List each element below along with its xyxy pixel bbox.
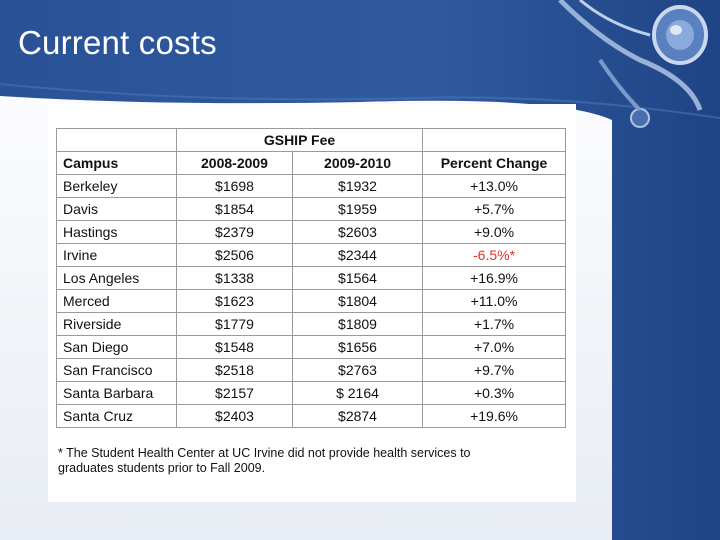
table-row: Santa Cruz $2403 $2874 +19.6% xyxy=(56,404,567,428)
campus-cell: Berkeley xyxy=(56,174,177,198)
group-header-blank xyxy=(422,128,567,152)
group-header-row: GSHIP Fee xyxy=(56,128,567,152)
fee-2008-cell: $1338 xyxy=(176,266,293,290)
campus-cell: San Diego xyxy=(56,335,177,359)
campus-cell: Merced xyxy=(56,289,177,313)
percent-change-cell: +11.0% xyxy=(422,289,567,313)
table-row: Irvine $2506 $2344 -6.5%* xyxy=(56,243,567,267)
percent-change-cell: -6.5%* xyxy=(422,243,567,267)
campus-cell: Irvine xyxy=(56,243,177,267)
percent-change-cell: +16.9% xyxy=(422,266,567,290)
table-row: Los Angeles $1338 $1564 +16.9% xyxy=(56,266,567,290)
table-row: Hastings $2379 $2603 +9.0% xyxy=(56,220,567,244)
fee-2008-cell: $2506 xyxy=(176,243,293,267)
percent-change-cell: +19.6% xyxy=(422,404,567,428)
percent-change-cell: +9.7% xyxy=(422,358,567,382)
fee-2009-cell: $2763 xyxy=(291,358,424,382)
campus-cell: San Francisco xyxy=(56,358,177,382)
campus-cell: Santa Barbara xyxy=(56,381,177,405)
fee-2009-cell: $2874 xyxy=(291,404,424,428)
table-row: Davis $1854 $1959 +5.7% xyxy=(56,197,567,221)
table-row: Merced $1623 $1804 +11.0% xyxy=(56,289,567,313)
fee-2008-cell: $1623 xyxy=(176,289,293,313)
fee-2009-cell: $1809 xyxy=(291,312,424,336)
fee-2009-cell: $1959 xyxy=(291,197,424,221)
column-header-campus: Campus xyxy=(56,151,177,175)
fee-2008-cell: $2157 xyxy=(176,381,293,405)
group-header-blank xyxy=(56,128,177,152)
fee-2009-cell: $1932 xyxy=(291,174,424,198)
percent-change-cell: +7.0% xyxy=(422,335,567,359)
percent-change-cell: +9.0% xyxy=(422,220,567,244)
fee-2009-cell: $2603 xyxy=(291,220,424,244)
fee-2008-cell: $2403 xyxy=(176,404,293,428)
percent-change-cell: +1.7% xyxy=(422,312,567,336)
table-row: Santa Barbara $2157 $ 2164 +0.3% xyxy=(56,381,567,405)
group-header: GSHIP Fee xyxy=(175,128,424,152)
fee-2009-cell: $1564 xyxy=(291,266,424,290)
column-header-2009: 2009-2010 xyxy=(291,151,424,175)
fee-2008-cell: $1779 xyxy=(176,312,293,336)
footnote: * The Student Health Center at UC Irvine… xyxy=(58,446,471,475)
slide-title: Current costs xyxy=(18,24,217,61)
table-row: San Francisco $2518 $2763 +9.7% xyxy=(56,358,567,382)
fee-2009-cell: $ 2164 xyxy=(291,381,424,405)
table-row: San Diego $1548 $1656 +7.0% xyxy=(56,335,567,359)
fee-2009-cell: $1656 xyxy=(291,335,424,359)
table-panel: GSHIP Fee Campus 2008-2009 2009-2010 Per… xyxy=(48,104,576,502)
fee-2008-cell: $1854 xyxy=(176,197,293,221)
campus-cell: Santa Cruz xyxy=(56,404,177,428)
fee-2008-cell: $2518 xyxy=(176,358,293,382)
table-row: Berkeley $1698 $1932 +13.0% xyxy=(56,174,567,198)
stethoscope-icon xyxy=(558,0,708,128)
column-header-2008: 2008-2009 xyxy=(176,151,293,175)
column-header-change: Percent Change xyxy=(422,151,567,175)
table-row: Riverside $1779 $1809 +1.7% xyxy=(56,312,567,336)
campus-cell: Davis xyxy=(56,197,177,221)
campus-cell: Los Angeles xyxy=(56,266,177,290)
fee-2008-cell: $2379 xyxy=(176,220,293,244)
percent-change-cell: +5.7% xyxy=(422,197,567,221)
column-header-row: Campus 2008-2009 2009-2010 Percent Chang… xyxy=(56,151,567,175)
fee-2009-cell: $2344 xyxy=(291,243,424,267)
campus-cell: Riverside xyxy=(56,312,177,336)
gship-fee-table: GSHIP Fee Campus 2008-2009 2009-2010 Per… xyxy=(56,128,567,428)
percent-change-cell: +0.3% xyxy=(422,381,567,405)
fee-2008-cell: $1548 xyxy=(176,335,293,359)
fee-2008-cell: $1698 xyxy=(176,174,293,198)
fee-2009-cell: $1804 xyxy=(291,289,424,313)
campus-cell: Hastings xyxy=(56,220,177,244)
percent-change-cell: +13.0% xyxy=(422,174,567,198)
